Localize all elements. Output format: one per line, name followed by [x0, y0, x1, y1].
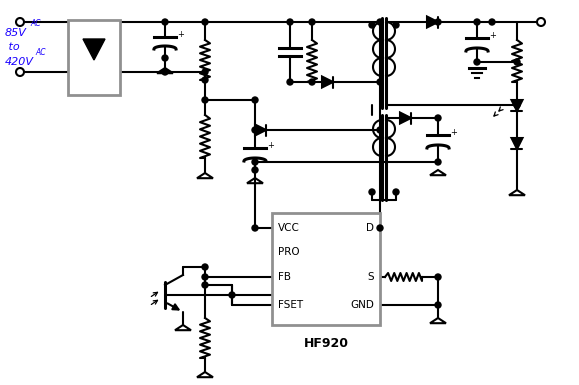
Circle shape	[202, 69, 208, 75]
Polygon shape	[255, 124, 266, 136]
Circle shape	[369, 22, 375, 28]
Circle shape	[162, 55, 168, 61]
Polygon shape	[427, 17, 438, 27]
Text: S: S	[367, 272, 374, 282]
Circle shape	[162, 69, 168, 75]
Text: FSET: FSET	[278, 300, 303, 310]
Circle shape	[393, 189, 399, 195]
Text: 85V: 85V	[5, 28, 27, 38]
Text: +: +	[489, 30, 496, 40]
Text: VCC: VCC	[278, 223, 300, 233]
Circle shape	[287, 19, 293, 25]
Circle shape	[252, 159, 258, 165]
Bar	[68, 20, 120, 95]
Polygon shape	[511, 100, 522, 111]
Text: GND: GND	[350, 300, 374, 310]
Text: +: +	[177, 30, 184, 38]
Text: 420V: 420V	[5, 57, 34, 67]
Circle shape	[377, 19, 383, 25]
Circle shape	[252, 97, 258, 103]
Circle shape	[229, 292, 235, 298]
Circle shape	[377, 225, 383, 231]
Circle shape	[435, 302, 441, 308]
Polygon shape	[322, 77, 333, 87]
Polygon shape	[511, 138, 522, 149]
Circle shape	[287, 79, 293, 85]
Circle shape	[377, 127, 383, 133]
Circle shape	[393, 22, 399, 28]
Circle shape	[202, 282, 208, 288]
Circle shape	[489, 19, 495, 25]
Circle shape	[202, 274, 208, 280]
Circle shape	[309, 79, 315, 85]
Text: FB: FB	[278, 272, 291, 282]
Circle shape	[309, 19, 315, 25]
Bar	[272, 213, 380, 325]
Polygon shape	[83, 39, 105, 60]
Circle shape	[162, 19, 168, 25]
Circle shape	[202, 97, 208, 103]
Polygon shape	[400, 112, 411, 124]
Circle shape	[474, 59, 480, 65]
Circle shape	[252, 127, 258, 133]
Circle shape	[369, 189, 375, 195]
Circle shape	[252, 225, 258, 231]
Text: to: to	[5, 42, 20, 52]
Circle shape	[435, 115, 441, 121]
Circle shape	[202, 77, 208, 83]
Text: AC: AC	[35, 48, 46, 57]
Text: HF920: HF920	[303, 337, 349, 350]
Text: D: D	[366, 223, 374, 233]
Circle shape	[474, 19, 480, 25]
Circle shape	[252, 167, 258, 173]
Text: AC: AC	[30, 19, 41, 28]
Circle shape	[202, 264, 208, 270]
Text: +: +	[267, 141, 274, 149]
Circle shape	[202, 19, 208, 25]
Circle shape	[435, 159, 441, 165]
Circle shape	[377, 79, 383, 85]
Circle shape	[514, 102, 520, 108]
Circle shape	[435, 274, 441, 280]
Text: PRO: PRO	[278, 247, 299, 257]
Text: +: +	[450, 127, 457, 137]
Circle shape	[435, 19, 441, 25]
Circle shape	[514, 59, 520, 65]
